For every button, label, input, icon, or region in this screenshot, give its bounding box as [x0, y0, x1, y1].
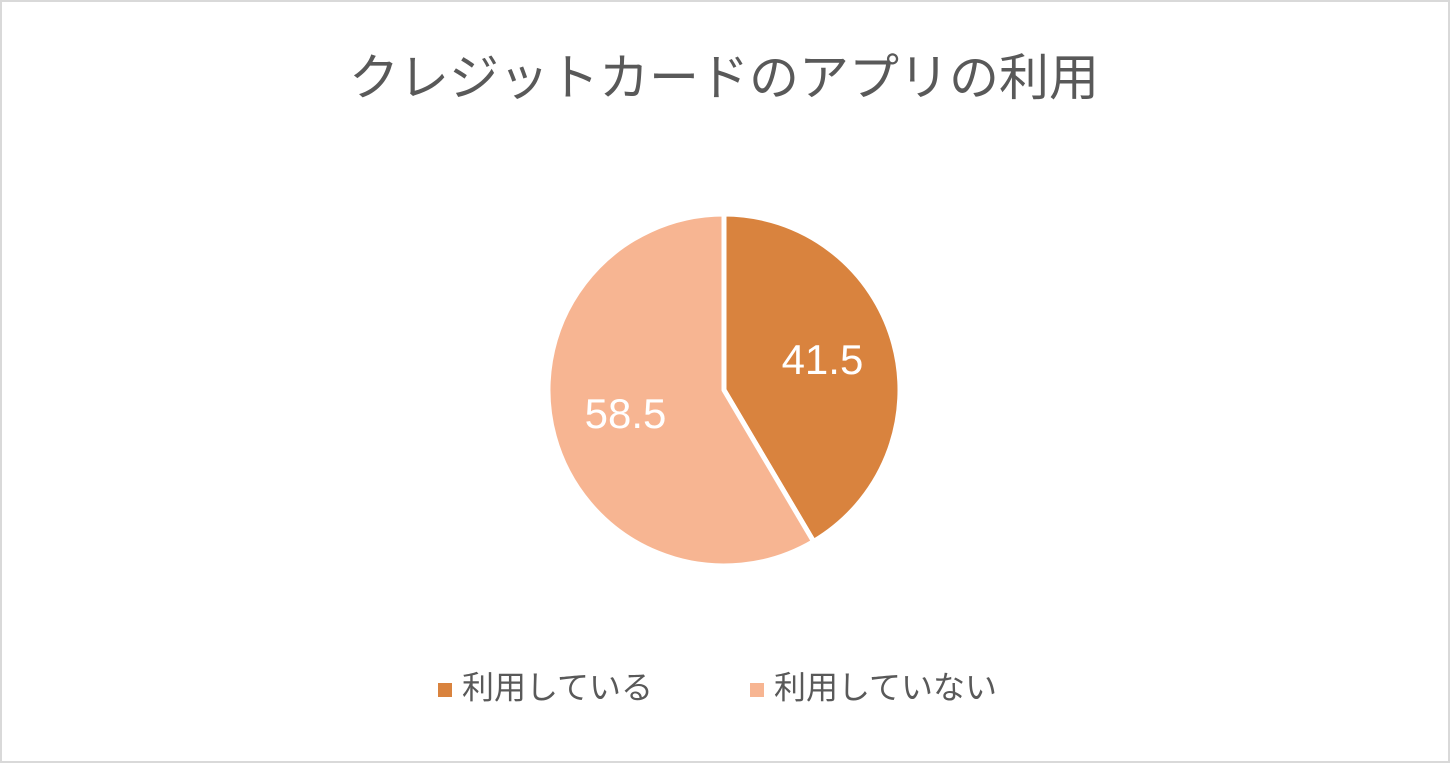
legend-label: 利用していない: [774, 669, 997, 705]
chart-title: クレジットカードのアプリの利用: [349, 50, 1099, 106]
data-label: 58.5: [585, 390, 667, 437]
pie-slice: [545, 211, 817, 569]
data-label: 41.5: [782, 336, 864, 383]
legend-marker: [750, 683, 764, 697]
legend-label: 利用している: [462, 669, 653, 705]
legend-marker: [438, 683, 452, 697]
